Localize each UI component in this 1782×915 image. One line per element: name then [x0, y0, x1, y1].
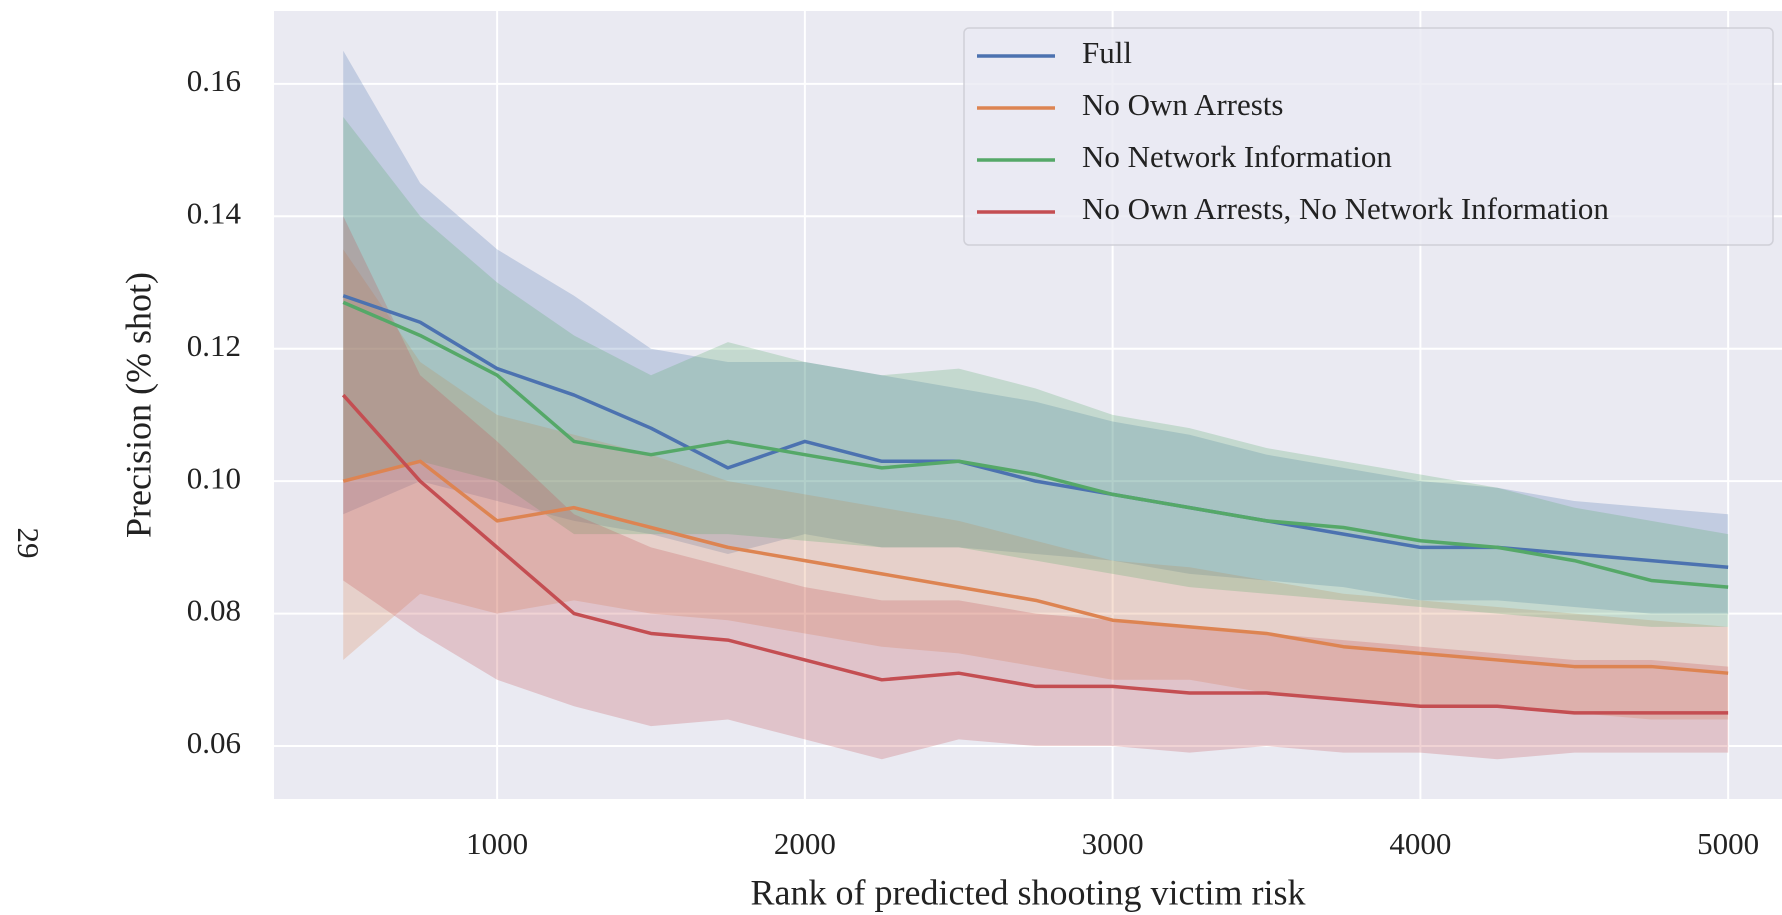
x-tick-label: 3000 [1082, 826, 1144, 861]
page-number: 29 [11, 528, 46, 559]
confidence-band [343, 249, 1729, 720]
confidence-band [343, 116, 1729, 627]
series-line [342, 459, 1729, 675]
legend-label: Full [1082, 35, 1132, 70]
series-line [342, 300, 1729, 589]
legend: Full No Own Arrests No Network Information… [963, 27, 1774, 246]
legend-label: No Own Arrests, No Network Information [1082, 191, 1609, 226]
legend-label: No Network Information [1082, 139, 1392, 174]
confidence-band [343, 216, 1729, 760]
y-axis-label: Precision (% shot) [118, 272, 158, 538]
x-tick-label: 1000 [466, 826, 528, 861]
x-axis-label: Rank of predicted shooting victim risk [751, 872, 1306, 912]
confidence-band [343, 50, 1729, 614]
y-tick-label: 0.14 [187, 195, 242, 230]
x-tick-label: 5000 [1697, 826, 1759, 861]
legend-label: No Own Arrests [1082, 87, 1284, 122]
y-tick-label: 0.10 [187, 460, 241, 495]
x-tick-label: 2000 [774, 826, 836, 861]
y-tick-label: 0.12 [187, 328, 241, 363]
y-tick-label: 0.08 [187, 593, 241, 628]
x-tick-label: 4000 [1389, 826, 1451, 861]
series-line [341, 393, 1729, 715]
y-tick-label: 0.06 [187, 725, 241, 760]
legend-box [963, 27, 1774, 246]
y-tick-label: 0.16 [187, 63, 241, 98]
